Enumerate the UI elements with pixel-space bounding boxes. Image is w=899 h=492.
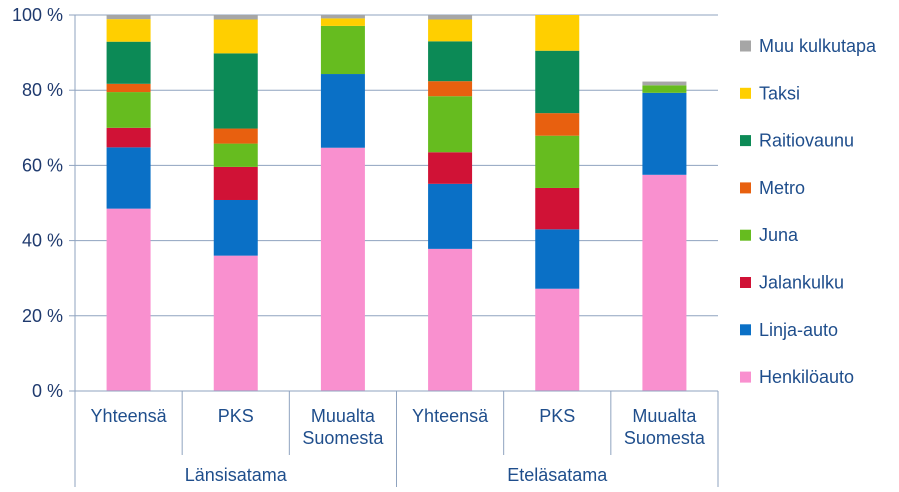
bar-segment [106, 92, 151, 128]
bar-segment [320, 74, 365, 148]
legend-label: Metro [759, 178, 805, 198]
bar-segment [428, 81, 473, 97]
bar-segment [428, 41, 473, 82]
x-category-label: PKS [218, 406, 254, 426]
y-tick-label: 0 % [32, 381, 63, 401]
gridlines [75, 14, 718, 392]
bar-segment [428, 96, 473, 153]
bar-segment [106, 83, 151, 93]
bar-segment [535, 288, 580, 391]
y-tick-label: 20 % [22, 306, 63, 326]
bars [106, 15, 687, 391]
x-category-label: Yhteensä [412, 406, 489, 426]
legend-swatch [740, 324, 751, 336]
bar-segment [642, 85, 687, 93]
y-tick-label: 40 % [22, 231, 63, 251]
legend-label: Raitiovaunu [759, 131, 854, 151]
y-tick-label: 80 % [22, 80, 63, 100]
bar-segment [213, 53, 258, 129]
x-category-label: Suomesta [302, 428, 384, 448]
bar-segment [106, 127, 151, 148]
bar-segment [320, 147, 365, 391]
x-group-label: Eteläsatama [507, 465, 608, 485]
x-category-label: PKS [539, 406, 575, 426]
y-tick-label: 60 % [22, 155, 63, 175]
bar-segment [428, 152, 473, 184]
bar-segment [642, 81, 687, 86]
legend-swatch [740, 182, 751, 194]
bar-segment [535, 135, 580, 188]
axes: 0 % 20 % 40 % 60 % 80 % 100 % Yhteensä PKS Muual… [12, 5, 719, 487]
bar-segment [535, 187, 580, 230]
bar-segment [535, 113, 580, 136]
bar-segment [213, 128, 258, 144]
legend-label: Jalankulku [759, 273, 844, 293]
bar-segment [320, 18, 365, 26]
bar-segment [106, 208, 151, 391]
legend-swatch [740, 87, 751, 99]
bar-segment [428, 15, 473, 20]
legend-swatch [740, 135, 751, 147]
bar-segment [106, 19, 151, 42]
bar-segment [213, 166, 258, 200]
bar-segment [213, 255, 258, 391]
bar-segment [320, 15, 365, 19]
legend: Muu kulkutapa Taksi Raitiovaunu Metro Juna Ja… [740, 36, 877, 387]
y-tick-label: 100 % [12, 5, 63, 25]
x-group-label: Länsisatama [185, 465, 288, 485]
legend-label: Juna [759, 225, 799, 245]
bar-segment [213, 15, 258, 20]
legend-label: Linja-auto [759, 320, 838, 340]
legend-swatch [740, 371, 751, 383]
legend-label: Muu kulkutapa [759, 36, 877, 56]
bar-segment [428, 183, 473, 249]
bar-segment [213, 199, 258, 256]
legend-label: Taksi [759, 83, 800, 103]
legend-swatch [740, 40, 751, 52]
x-category-label: Muualta [632, 406, 697, 426]
bar-segment [106, 41, 151, 84]
bar-segment [642, 92, 687, 175]
bar-segment [428, 248, 473, 391]
bar-segment [106, 15, 151, 20]
bar-segment [428, 19, 473, 42]
legend-swatch [740, 277, 751, 288]
bar-segment [535, 15, 580, 51]
bar-segment [535, 229, 580, 289]
bar-segment [213, 19, 258, 54]
x-category-label: Suomesta [624, 428, 706, 448]
bar-segment [535, 50, 580, 114]
legend-label: Henkilöauto [759, 367, 854, 387]
legend-swatch [740, 229, 751, 241]
bar-segment [106, 147, 151, 209]
bar-segment [213, 143, 258, 167]
bar-segment [320, 25, 365, 75]
x-category-label: Yhteensä [91, 406, 168, 426]
bar-segment [642, 174, 687, 391]
x-category-label: Muualta [311, 406, 376, 426]
